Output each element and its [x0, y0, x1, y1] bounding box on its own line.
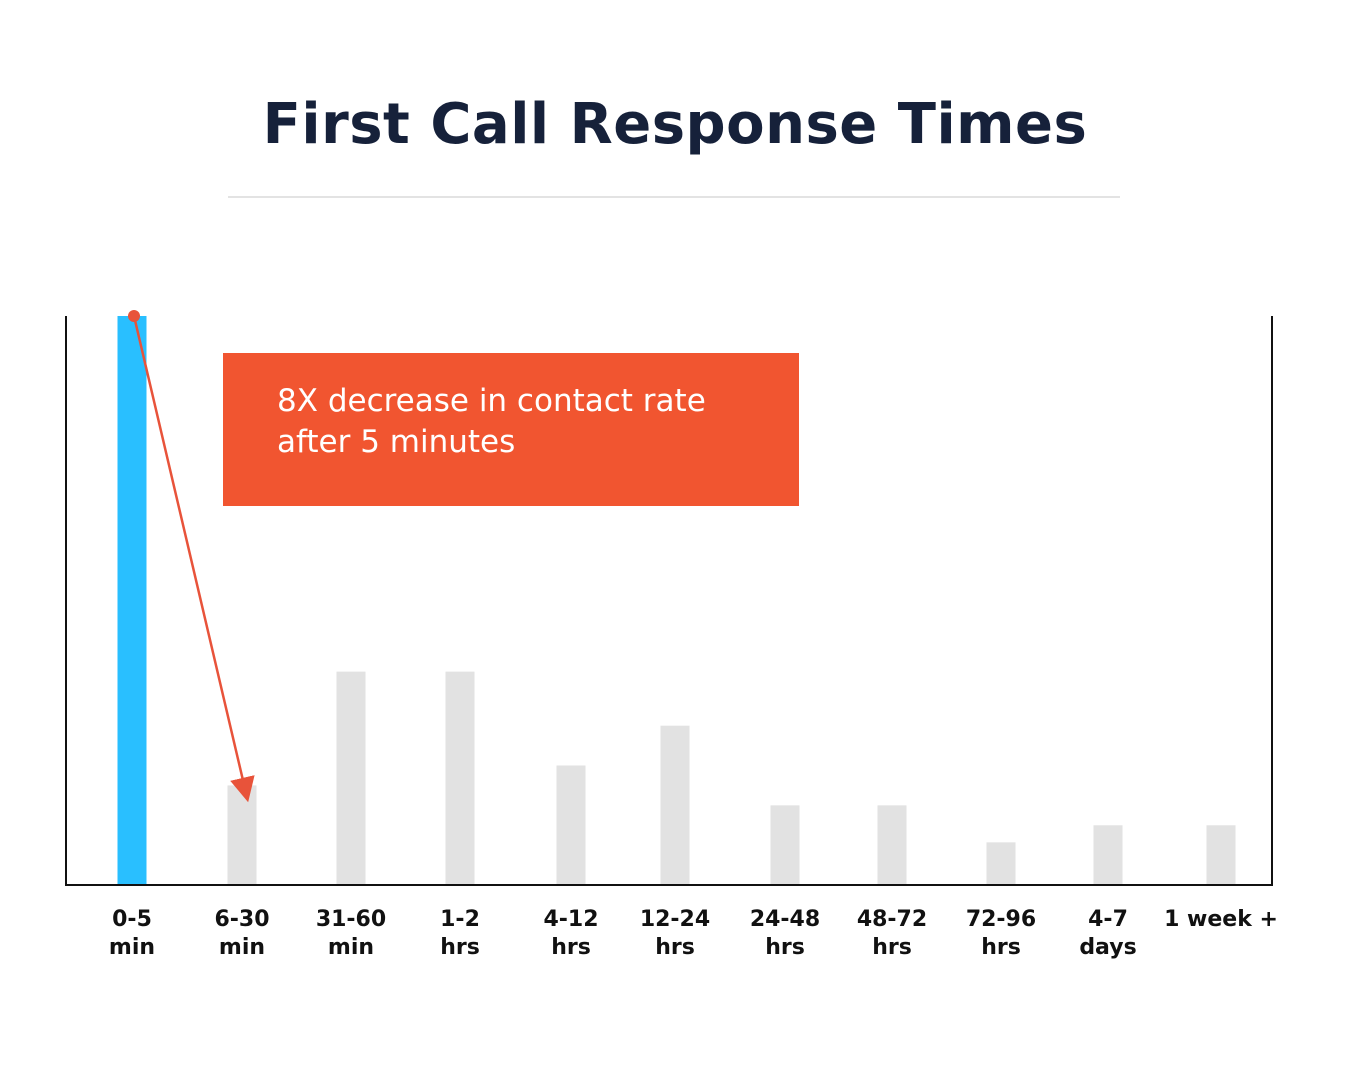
annotation-arrow-line [132, 315, 255, 803]
x-tick-label-3: 1-2 hrs [440, 907, 480, 960]
annotation-line-2: after 5 minutes [277, 424, 516, 460]
x-tick-label-4-line-1: hrs [551, 935, 591, 960]
x-tick-label-0: 0-5 min [109, 907, 155, 960]
x-tick-label-4: 4-12 hrs [543, 907, 598, 960]
x-tick-label-10-line-0: 1 week + [1164, 907, 1278, 932]
x-tick-label-0-line-0: 0-5 [112, 907, 152, 932]
x-tick-label-7: 48-72 hrs [857, 907, 927, 960]
x-tick-label-8-line-0: 72-96 [966, 907, 1036, 932]
x-tick-label-9: 4-7 days [1079, 907, 1136, 960]
x-tick-label-4-line-0: 4-12 [543, 907, 598, 932]
bar-1 [227, 785, 257, 885]
bar-9 [1093, 825, 1123, 885]
x-tick-label-8: 72-96 hrs [966, 907, 1036, 960]
x-tick-label-5-line-0: 12-24 [640, 907, 710, 932]
x-tick-label-3-line-1: hrs [440, 935, 480, 960]
x-tick-label-1-line-1: min [219, 935, 265, 960]
chart-title: First Call Response Times [262, 92, 1088, 157]
bar-8 [986, 842, 1016, 885]
x-tick-label-7-line-1: hrs [872, 935, 912, 960]
x-tick-label-6: 24-48 hrs [750, 907, 820, 960]
bar-2 [336, 671, 366, 885]
bar-0 [117, 316, 147, 885]
x-tick-label-7-line-0: 48-72 [857, 907, 927, 932]
x-tick-label-8-line-1: hrs [981, 935, 1021, 960]
x-tick-label-10: 1 week + [1164, 907, 1278, 932]
annotation-line-1: 8X decrease in contact rate [277, 383, 706, 419]
x-tick-label-9-line-0: 4-7 [1088, 907, 1128, 932]
bar-7 [877, 805, 907, 885]
x-tick-label-2-line-1: min [328, 935, 374, 960]
x-tick-label-6-line-1: hrs [765, 935, 805, 960]
x-tick-label-5: 12-24 hrs [640, 907, 710, 960]
x-tick-label-2: 31-60 min [316, 907, 386, 960]
x-tick-label-5-line-1: hrs [655, 935, 695, 960]
annotation-callout: 8X decrease in contact rate after 5 minu… [223, 353, 799, 506]
x-tick-label-9-line-1: days [1079, 935, 1136, 960]
title-divider [228, 196, 1120, 198]
bar-5 [660, 725, 690, 885]
x-tick-label-2-line-0: 31-60 [316, 907, 386, 932]
x-tick-label-1: 6-30 min [214, 907, 269, 960]
x-tick-label-6-line-0: 24-48 [750, 907, 820, 932]
x-tick-label-3-line-0: 1-2 [440, 907, 480, 932]
x-tick-label-1-line-0: 6-30 [214, 907, 269, 932]
bar-10 [1206, 825, 1236, 885]
bar-6 [770, 805, 800, 885]
x-tick-label-0-line-1: min [109, 935, 155, 960]
bar-4 [556, 765, 586, 885]
bar-3 [445, 671, 475, 885]
